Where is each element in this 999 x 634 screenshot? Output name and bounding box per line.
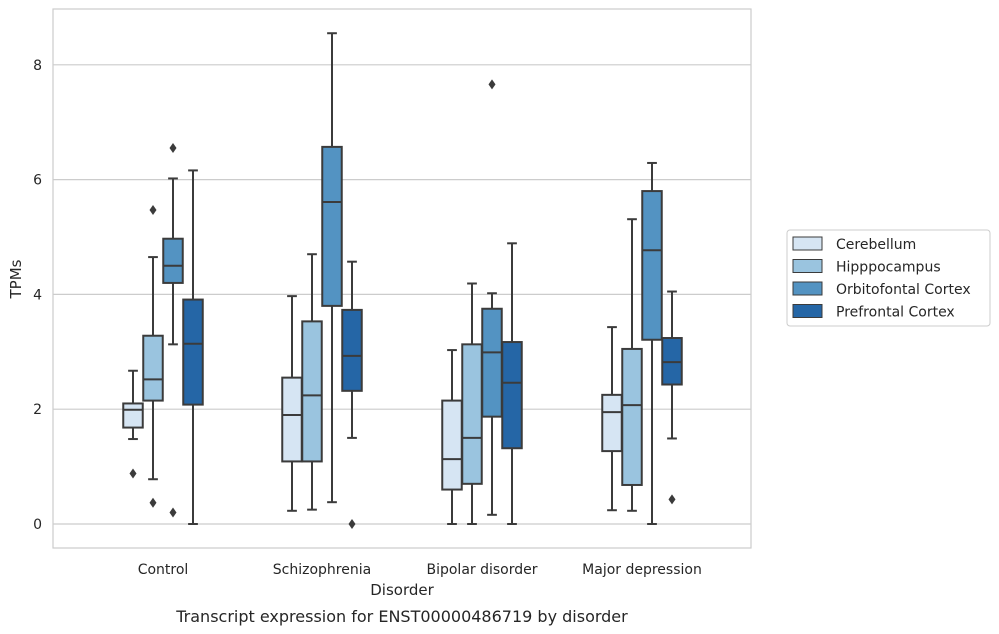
box-iqr	[321, 145, 343, 307]
box-iqr	[281, 376, 303, 463]
outlier-point	[149, 205, 157, 216]
box-iqr	[601, 393, 623, 453]
box-element	[601, 326, 623, 512]
box-iqr	[341, 308, 363, 392]
series-prefrontal-cortex	[182, 169, 683, 529]
box-element	[321, 32, 343, 504]
y-axis-label: TPMs	[7, 259, 25, 299]
outlier-point	[488, 79, 496, 90]
outlier-point	[668, 494, 676, 505]
chart-caption: Transcript expression for ENST0000048671…	[175, 607, 628, 626]
x-tick-label: Major depression	[582, 562, 702, 578]
outlier-point	[169, 143, 177, 154]
y-tick-label: 0	[33, 517, 42, 533]
box-element	[481, 79, 503, 516]
box-iqr	[481, 307, 503, 418]
legend: Cerebellum Hipppocampus Orbitofontal Corte…	[786, 229, 991, 327]
series-cerebellum	[122, 295, 623, 525]
box-element	[341, 260, 363, 529]
legend-label: Orbitofontal Cortex	[836, 282, 971, 298]
legend-swatch	[792, 236, 823, 251]
box-iqr	[182, 298, 204, 406]
box-element	[641, 161, 663, 525]
legend-swatch	[792, 281, 823, 296]
legend-label: Cerebellum	[836, 237, 916, 253]
box-iqr	[641, 190, 663, 341]
plot-area-frame	[52, 8, 752, 549]
box-iqr	[301, 320, 323, 463]
x-tick-label: Bipolar disorder	[426, 562, 537, 578]
box-element	[501, 242, 523, 525]
box-element	[461, 282, 483, 525]
box-element	[301, 253, 323, 511]
box-iqr	[162, 237, 184, 284]
box-element	[162, 143, 184, 518]
legend-label: Hipppocampus	[836, 260, 941, 276]
box-element	[661, 290, 683, 505]
legend-swatch	[792, 259, 823, 273]
box-iqr	[142, 334, 164, 402]
y-tick-label: 8	[33, 58, 42, 74]
box-element	[281, 295, 303, 512]
y-axis-ticks: 0 2 4 6 8	[33, 58, 42, 533]
box-iqr	[461, 343, 483, 485]
y-tick-label: 4	[33, 287, 42, 303]
y-tick-label: 6	[33, 173, 42, 189]
box-iqr	[122, 402, 144, 429]
outlier-point	[169, 507, 177, 518]
box-element	[621, 218, 643, 512]
x-axis-ticks: Control Schizophrenia Bipolar disorder Majo…	[138, 562, 702, 578]
x-tick-label: Schizophrenia	[273, 562, 371, 578]
legend-swatch	[792, 304, 823, 318]
outlier-point	[129, 468, 137, 479]
series-hipppocampus	[142, 205, 643, 525]
outlier-point	[149, 497, 157, 508]
x-axis-label: Disorder	[370, 581, 434, 599]
box-iqr	[441, 399, 463, 491]
x-tick-label: Control	[138, 562, 189, 578]
box-element	[142, 205, 164, 508]
box-element	[182, 169, 204, 525]
box-plot-series	[122, 32, 683, 529]
box-iqr	[621, 347, 643, 486]
box-element	[122, 369, 144, 479]
box-element	[441, 349, 463, 525]
legend-frame	[786, 229, 991, 327]
y-tick-label: 2	[33, 402, 42, 418]
outlier-point	[348, 519, 356, 529]
series-orbitofontal-cortex	[162, 32, 663, 525]
legend-label: Prefrontal Cortex	[836, 305, 955, 321]
box-iqr	[501, 341, 523, 450]
